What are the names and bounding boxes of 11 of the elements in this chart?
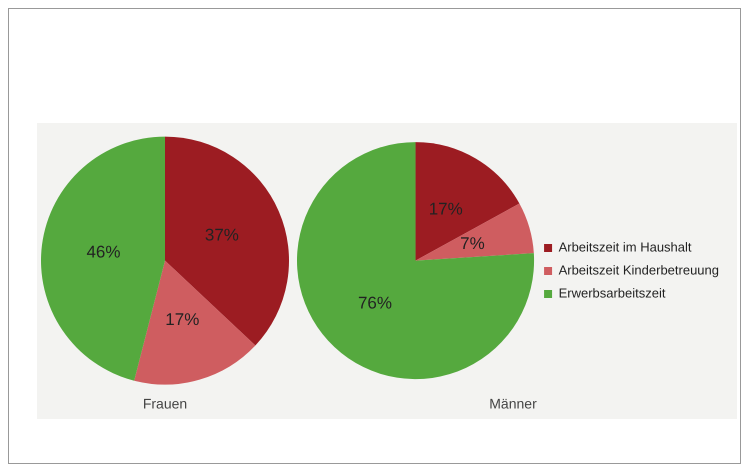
legend-label: Arbeitszeit Kinderbetreuung	[558, 262, 720, 278]
data-label: 46%	[86, 242, 121, 262]
data-label: 7%	[460, 234, 485, 253]
legend-label: Erwerbsarbeitszeit	[558, 286, 666, 301]
legend-label: Arbeitszeit im Haushalt	[558, 240, 692, 255]
text: Frauen	[142, 395, 188, 412]
data-label: 17%	[428, 199, 463, 218]
data-label: 37%	[204, 226, 239, 245]
text: Männer	[489, 395, 538, 412]
data-label: 76%	[358, 293, 392, 312]
data-label: 17%	[165, 310, 200, 329]
